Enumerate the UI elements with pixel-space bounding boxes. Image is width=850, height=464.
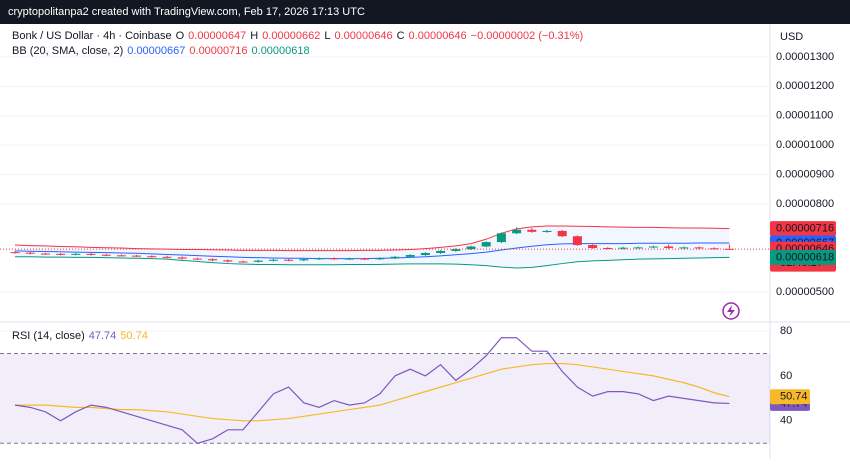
symbol-title: Bonk / US Dollar · 4h · Coinbase	[12, 30, 172, 42]
candle-body	[162, 256, 172, 258]
candle-body	[10, 252, 20, 254]
candle-body	[405, 255, 415, 257]
ohlc-value: 0.00000662	[262, 30, 320, 42]
candle-body	[132, 255, 142, 257]
price-label-box	[770, 249, 836, 265]
band-fill	[15, 225, 730, 268]
candle-body	[390, 256, 400, 259]
candle-body	[633, 247, 643, 249]
candle-body	[71, 253, 81, 255]
candle-body	[329, 258, 339, 260]
y-tick-label: 0.00001100	[776, 110, 833, 122]
ohlc-label: H	[250, 30, 258, 42]
candle-body	[679, 247, 689, 249]
candle-body	[116, 255, 126, 257]
legend-row: RSI (14, close) 47.74 50.74	[12, 330, 148, 342]
indicator-value: 0.00000716	[189, 45, 247, 57]
rsi-line	[15, 362, 730, 422]
candle-body	[648, 246, 658, 248]
candle-body	[177, 257, 187, 259]
candle-body	[314, 258, 324, 260]
candle-body	[496, 233, 506, 243]
rsi-value: 47.74	[89, 330, 117, 342]
ohlc-value: 0.00000647	[188, 30, 246, 42]
rsi-band	[0, 353, 770, 444]
candle-body	[557, 230, 567, 237]
ohlc-label: O	[176, 30, 185, 42]
rsi-ma-value: 50.74	[120, 330, 148, 342]
candle-body	[375, 258, 385, 260]
candle-body	[664, 246, 674, 248]
candle-body	[238, 261, 248, 263]
price-label: 0.00000716	[776, 222, 834, 234]
candle-body	[512, 229, 522, 234]
ohlc-value: 0.00000646	[409, 30, 467, 42]
candle-body	[344, 258, 354, 260]
candle-body	[542, 230, 552, 232]
candle-body	[694, 247, 704, 249]
y-tick-label: 0.00000500	[776, 286, 834, 298]
candle-body	[360, 258, 370, 260]
bb-line	[14, 225, 730, 252]
candle-body	[40, 253, 50, 255]
y-tick-label: 40	[780, 415, 792, 427]
ohlc-label: C	[397, 30, 405, 42]
candle-body	[268, 259, 278, 261]
ohlc-label: L	[324, 30, 330, 42]
indicator-value: 0.00000667	[127, 45, 185, 57]
y-tick-label: 0.00001300	[776, 51, 834, 63]
candle-body	[86, 253, 96, 255]
bb-line	[14, 242, 730, 260]
candle-body	[451, 249, 461, 251]
header-bar	[0, 0, 850, 24]
currency: USD	[780, 31, 803, 43]
candle-body	[436, 250, 446, 253]
candle-body	[56, 253, 66, 255]
legend-row: Bonk / US Dollar · 4h · Coinbase O 0.00000…	[12, 30, 583, 42]
candle-body	[147, 256, 157, 258]
candle-body	[192, 258, 202, 260]
candle-body	[284, 259, 294, 261]
y-tick-label: 0.00000900	[776, 168, 834, 180]
ohlc-value: 0.00000646	[334, 30, 392, 42]
change: −0.00000002 (−0.31%)	[471, 30, 584, 42]
value-label-box	[770, 389, 810, 405]
value-label: 50.74	[780, 391, 808, 403]
candle-body	[618, 247, 628, 249]
candle-body	[25, 252, 35, 254]
candle-body	[481, 242, 491, 247]
alert-icon[interactable]	[722, 302, 740, 320]
y-tick-label: 0.00000800	[776, 198, 834, 210]
candle-body	[466, 246, 476, 250]
rsi-title: RSI (14, close)	[12, 330, 85, 342]
candle-body	[299, 259, 309, 261]
legend-row: BB (20, SMA, close, 2) 0.00000667 0.000007…	[12, 45, 310, 57]
y-tick-label: 80	[780, 325, 792, 337]
price-label: 0.00000618	[776, 251, 834, 263]
candle-body	[572, 236, 582, 246]
candle-body	[101, 254, 111, 256]
candle-body	[603, 247, 613, 249]
y-tick-label: 0.00001200	[776, 80, 834, 92]
rsi-line	[14, 337, 730, 444]
candle-body	[208, 259, 218, 261]
price-label-box	[770, 221, 836, 237]
y-tick-label: 60	[780, 370, 792, 382]
indicator-value: 0.00000618	[252, 45, 310, 57]
y-tick-label: 0.00001000	[776, 139, 834, 151]
indicator-title: BB (20, SMA, close, 2)	[12, 45, 123, 57]
candle-body	[527, 229, 537, 232]
header-text: cryptopolitanpa2 created with TradingVie…	[8, 6, 365, 18]
candle-body	[253, 260, 263, 262]
candle-body	[588, 245, 598, 248]
bb-line	[15, 256, 730, 269]
alert-icon-bolt	[727, 305, 735, 317]
candle-body	[420, 252, 430, 256]
candle-body	[223, 260, 233, 262]
